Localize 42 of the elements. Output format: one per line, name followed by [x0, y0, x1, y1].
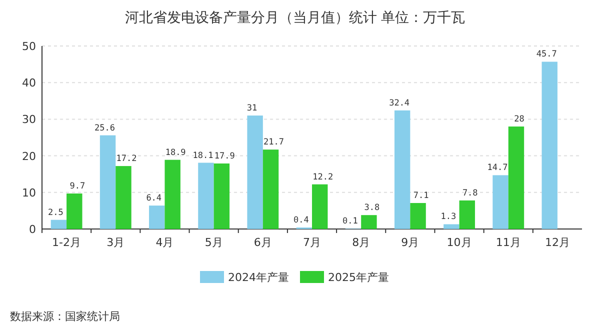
label: 45.7	[536, 50, 557, 60]
xtick: 10月	[446, 236, 472, 249]
label: 14.7	[487, 163, 508, 174]
annotation: 数据来源：国家统计局	[10, 310, 120, 323]
label: 17.9	[214, 151, 235, 162]
label: 12.2	[312, 172, 334, 182]
xtick: 12月	[544, 236, 570, 249]
xtick: 4月	[156, 236, 174, 249]
ytick: 40	[22, 76, 36, 90]
label: 2.5	[48, 208, 64, 218]
xtick: 6月	[254, 236, 272, 249]
ytick: 50	[22, 40, 36, 53]
title: 河北省发电设备产量分月（当月值）统计 单位：万千瓦	[124, 10, 466, 26]
label: 25.6	[94, 123, 116, 134]
label: 18.9	[165, 148, 186, 158]
label: 1.3	[440, 212, 456, 222]
label: 31	[246, 104, 258, 114]
xtick: 7月	[303, 236, 321, 249]
xtick: 8月	[352, 236, 370, 249]
label: 32.4	[389, 98, 410, 108]
label: 6.4	[146, 194, 162, 204]
label: 28	[514, 114, 524, 125]
label: 9.7	[70, 182, 86, 192]
label: 7.8	[462, 188, 478, 198]
label: 21.7	[264, 138, 284, 148]
label: 0.4	[293, 216, 309, 226]
ytick: 20	[22, 150, 36, 163]
label: 17.2	[116, 154, 137, 164]
label: 3.8	[364, 203, 380, 214]
xtick: 1-2月	[52, 236, 82, 249]
xtick: 11月	[496, 236, 521, 249]
label: 7.1	[413, 191, 429, 202]
legend: 2024年产量	[228, 271, 289, 284]
label: 18.1	[192, 150, 214, 161]
label: 0.1	[342, 216, 358, 227]
xtick: 5月	[204, 236, 223, 249]
xtick: 9月	[401, 236, 420, 249]
legend: 2025年产量	[328, 271, 389, 284]
ytick: 0	[29, 223, 36, 236]
ytick: 10	[22, 186, 36, 200]
xtick: 3月	[106, 236, 125, 249]
ytick: 30	[22, 113, 36, 126]
